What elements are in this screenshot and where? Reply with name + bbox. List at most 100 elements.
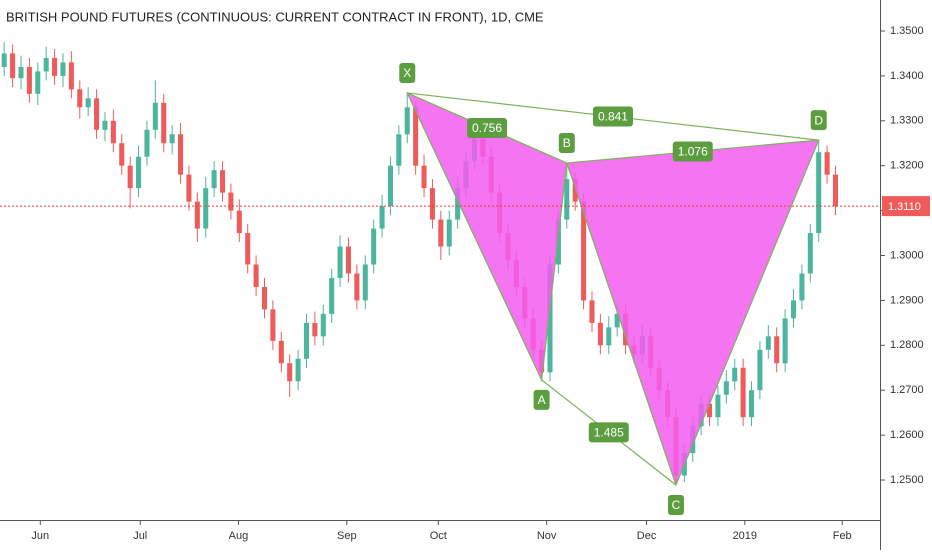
- x-tick-label: Jul: [133, 530, 147, 542]
- candle-body: [816, 152, 822, 234]
- x-tick-label: Nov: [537, 530, 557, 542]
- candle-body: [178, 134, 184, 175]
- candle-body: [211, 170, 217, 189]
- point-label: C: [672, 498, 681, 512]
- candle-body: [161, 102, 167, 144]
- candle-body: [707, 403, 713, 418]
- x-tick-label: Jun: [31, 530, 49, 542]
- candle-body: [606, 327, 612, 346]
- candle-body: [35, 71, 41, 94]
- y-tick-label: 1.2600: [890, 429, 924, 441]
- candle-body: [253, 264, 259, 287]
- candle-body: [312, 322, 318, 337]
- candle-body: [10, 53, 16, 79]
- candle-body: [119, 143, 125, 166]
- candle-body: [581, 201, 587, 301]
- candle-body: [270, 309, 276, 341]
- y-tick-label: 1.2700: [890, 384, 924, 396]
- candle-body: [446, 219, 452, 247]
- candle-body: [749, 390, 755, 418]
- candle-body: [345, 246, 351, 274]
- ratio-label: 0.841: [598, 110, 628, 124]
- candle-body: [287, 363, 293, 382]
- point-label-box: [810, 110, 827, 131]
- candle-body: [68, 62, 74, 90]
- candle-body: [597, 322, 603, 346]
- x-tick-label: Dec: [637, 530, 657, 542]
- candle-body: [1, 53, 7, 67]
- candle-body: [245, 233, 251, 265]
- candle-body: [589, 300, 595, 323]
- y-tick-label: 1.3500: [890, 25, 924, 37]
- candle-body: [614, 313, 620, 328]
- candle-body: [43, 57, 49, 72]
- y-tick-label: 1.2900: [890, 294, 924, 306]
- candle-body: [261, 286, 268, 310]
- y-tick-label: 1.3200: [890, 160, 924, 172]
- candle-body: [387, 165, 393, 207]
- candle-body: [354, 273, 360, 301]
- candle-body: [774, 336, 780, 364]
- point-label-box: [399, 62, 416, 83]
- x-tick-label: Feb: [833, 530, 852, 542]
- candle-body: [740, 367, 746, 418]
- candle-body: [807, 233, 813, 274]
- ratio-label: 1.485: [594, 426, 624, 440]
- y-tick-label: 1.3400: [890, 70, 924, 82]
- y-tick-label: 1.3000: [890, 249, 924, 261]
- last-price-label: 1.3110: [888, 201, 921, 213]
- point-label: B: [563, 136, 571, 150]
- candle-body: [60, 62, 66, 76]
- candle-body: [455, 188, 461, 220]
- candle-body: [715, 394, 721, 418]
- candle-body: [429, 188, 435, 220]
- candle-body: [186, 174, 192, 202]
- y-tick-label: 1.2800: [890, 339, 924, 351]
- ratio-label-box: [588, 422, 629, 443]
- candle-body: [765, 336, 771, 350]
- candle-body: [404, 107, 410, 135]
- last-price-box: [882, 196, 930, 217]
- candle-body: [413, 107, 419, 166]
- candle-body: [379, 206, 385, 229]
- candle-body: [26, 66, 32, 94]
- point-label: X: [403, 66, 411, 80]
- candle-body: [278, 340, 284, 364]
- candle-body: [94, 98, 100, 130]
- ratio-label: 1.076: [678, 145, 708, 159]
- point-label-box: [558, 133, 575, 154]
- candle-body: [564, 179, 570, 220]
- candle-body: [421, 165, 427, 189]
- candle-body: [572, 179, 578, 202]
- x-tick-label: Sep: [337, 530, 357, 542]
- candle-body: [85, 98, 91, 108]
- y-tick-label: 1.3300: [890, 115, 924, 127]
- ratio-label: 0.756: [472, 121, 502, 135]
- x-tick-label: Aug: [229, 530, 249, 542]
- candle-body: [303, 322, 310, 359]
- candle-body: [295, 358, 301, 382]
- candle-body: [152, 102, 158, 130]
- candle-body: [102, 120, 108, 130]
- candle-body: [236, 210, 242, 234]
- y-tick-label: 1.2500: [890, 474, 924, 486]
- candle-body: [782, 318, 788, 364]
- plot: 0.756 0.841 1.076 1.485 X A B C D: [0, 42, 880, 515]
- candle-body: [362, 264, 368, 301]
- ratio-label-box: [467, 117, 508, 138]
- candle-body: [127, 165, 133, 189]
- candle-body: [220, 170, 226, 193]
- candle-body: [228, 192, 234, 211]
- candle-body: [203, 188, 209, 229]
- candle-body: [337, 246, 343, 278]
- ratio-label-box: [592, 106, 633, 127]
- x-tick-label: 2019: [733, 530, 757, 542]
- candle-body: [110, 120, 116, 144]
- candle-body: [396, 134, 402, 166]
- candle-body: [18, 66, 24, 79]
- point-label: A: [538, 393, 546, 407]
- point-label: D: [814, 113, 823, 127]
- ratio-label-box: [672, 141, 713, 162]
